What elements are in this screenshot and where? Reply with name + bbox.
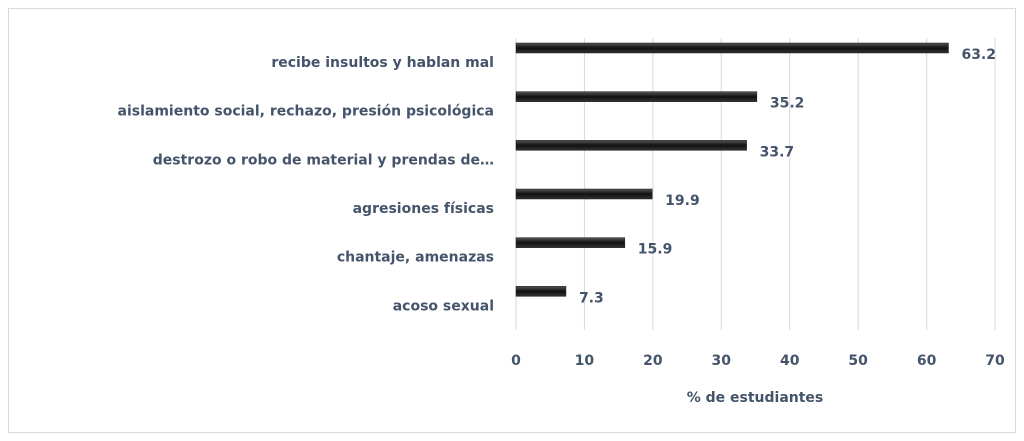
bar xyxy=(515,237,626,248)
chart-frame xyxy=(8,8,1016,433)
bar xyxy=(515,140,747,151)
y-tick-label: recibe insultos y hablan mal xyxy=(271,55,494,71)
y-tick-label: aislamiento social, rechazo, presión psi… xyxy=(118,104,494,120)
y-tick-label: acoso sexual xyxy=(393,298,494,314)
x-tick-label: 40 xyxy=(780,353,800,369)
bar xyxy=(515,42,949,54)
data-label: 19.9 xyxy=(665,193,700,209)
data-label: 15.9 xyxy=(638,242,673,258)
y-tick-label: chantaje, amenazas xyxy=(337,250,494,266)
y-tick-label: destrozo o robo de material y prendas de… xyxy=(153,152,494,168)
x-tick-label: 50 xyxy=(848,353,868,369)
x-axis-title: % de estudiantes xyxy=(687,390,824,406)
data-label: 35.2 xyxy=(770,96,805,112)
data-label: 63.2 xyxy=(961,47,996,63)
data-label: 7.3 xyxy=(579,290,604,306)
x-tick-label: 60 xyxy=(917,353,937,369)
x-tick-label: 70 xyxy=(985,353,1005,369)
bar xyxy=(515,91,758,102)
x-tick-label: 10 xyxy=(575,353,595,369)
y-tick-label: agresiones físicas xyxy=(353,201,494,217)
data-label: 33.7 xyxy=(760,144,795,160)
bar xyxy=(515,286,567,297)
x-tick-label: 30 xyxy=(712,353,732,369)
bar xyxy=(515,188,653,200)
x-tick-label: 0 xyxy=(511,353,521,369)
x-tick-label: 20 xyxy=(643,353,663,369)
